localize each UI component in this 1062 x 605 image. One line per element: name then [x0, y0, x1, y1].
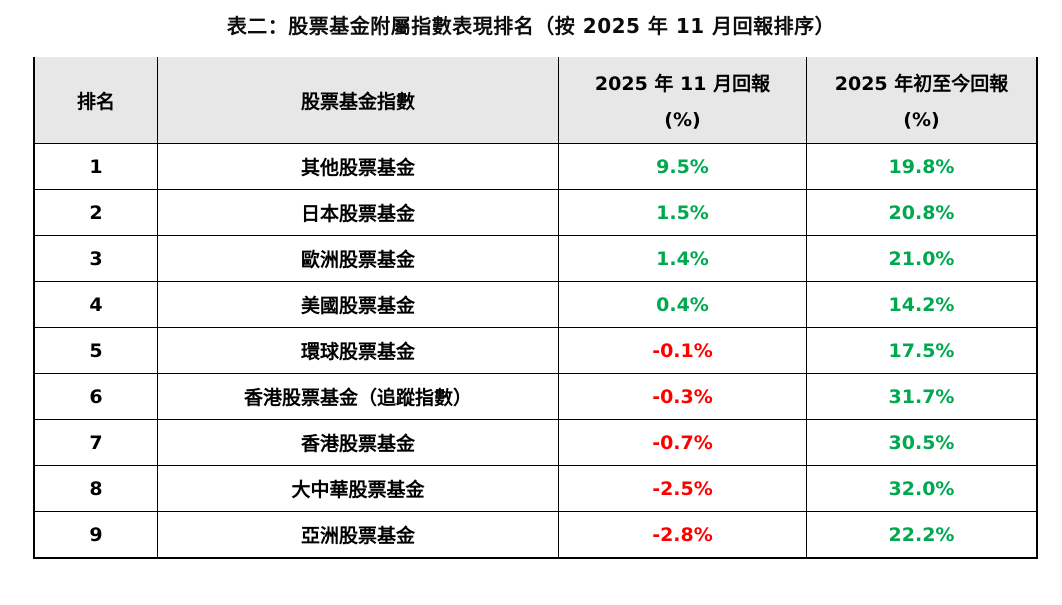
page-title: 表二：股票基金附屬指數表現排名（按 2025 年 11 月回報排序）: [226, 14, 836, 38]
header-ytd-return-line2: (%): [903, 108, 940, 131]
header-ytd-return: 2025 年初至今回報 (%): [806, 57, 1038, 144]
table-row: 9 亞洲股票基金 -2.8% 22.2%: [33, 511, 1038, 559]
header-ytd-return-line1: 2025 年初至今回報: [834, 73, 1009, 96]
rank-cell: 1: [33, 143, 158, 190]
nov-return-cell: -0.7%: [558, 419, 807, 466]
table-row: 2 日本股票基金 1.5% 20.8%: [33, 189, 1038, 236]
nov-return-cell: -2.5%: [558, 465, 807, 512]
header-nov-return: 2025 年 11 月回報 (%): [558, 57, 807, 144]
fund-name-cell: 香港股票基金: [157, 419, 559, 466]
fund-name-cell: 日本股票基金: [157, 189, 559, 236]
ytd-return-cell: 22.2%: [806, 511, 1038, 559]
ytd-return-cell: 21.0%: [806, 235, 1038, 282]
nov-return-cell: -2.8%: [558, 511, 807, 559]
table-header: 排名 股票基金指數 2025 年 11 月回報 (%) 2025 年初至今回報 …: [33, 57, 1038, 144]
table-row: 5 環球股票基金 -0.1% 17.5%: [33, 327, 1038, 374]
header-fund-index: 股票基金指數: [157, 57, 559, 144]
rank-cell: 5: [33, 327, 158, 374]
table-row: 3 歐洲股票基金 1.4% 21.0%: [33, 235, 1038, 282]
fund-index-ranking-table: 排名 股票基金指數 2025 年 11 月回報 (%) 2025 年初至今回報 …: [33, 57, 1038, 559]
fund-name-cell: 大中華股票基金: [157, 465, 559, 512]
rank-cell: 8: [33, 465, 158, 512]
table-row: 7 香港股票基金 -0.7% 30.5%: [33, 419, 1038, 466]
nov-return-cell: 1.4%: [558, 235, 807, 282]
fund-name-cell: 亞洲股票基金: [157, 511, 559, 559]
fund-name-cell: 香港股票基金（追蹤指數）: [157, 373, 559, 420]
rank-cell: 7: [33, 419, 158, 466]
ytd-return-cell: 30.5%: [806, 419, 1038, 466]
header-nov-return-line1: 2025 年 11 月回報: [594, 73, 771, 96]
rank-cell: 3: [33, 235, 158, 282]
ytd-return-cell: 31.7%: [806, 373, 1038, 420]
rank-cell: 6: [33, 373, 158, 420]
table-row: 1 其他股票基金 9.5% 19.8%: [33, 143, 1038, 190]
header-ytd-return-lines: 2025 年初至今回報 (%): [807, 57, 1036, 143]
ytd-return-cell: 19.8%: [806, 143, 1038, 190]
ytd-return-cell: 14.2%: [806, 281, 1038, 328]
nov-return-cell: -0.1%: [558, 327, 807, 374]
rank-cell: 2: [33, 189, 158, 236]
nov-return-cell: 0.4%: [558, 281, 807, 328]
ytd-return-cell: 17.5%: [806, 327, 1038, 374]
fund-name-cell: 歐洲股票基金: [157, 235, 559, 282]
table-body: 1 其他股票基金 9.5% 19.8% 2 日本股票基金 1.5% 20.8% …: [33, 143, 1038, 559]
header-nov-return-line2: (%): [664, 108, 701, 131]
header-row: 排名 股票基金指數 2025 年 11 月回報 (%) 2025 年初至今回報 …: [33, 57, 1038, 144]
nov-return-cell: 1.5%: [558, 189, 807, 236]
nov-return-cell: -0.3%: [558, 373, 807, 420]
header-nov-return-lines: 2025 年 11 月回報 (%): [559, 57, 806, 143]
rank-cell: 9: [33, 511, 158, 559]
table-row: 6 香港股票基金（追蹤指數） -0.3% 31.7%: [33, 373, 1038, 420]
ytd-return-cell: 32.0%: [806, 465, 1038, 512]
fund-name-cell: 環球股票基金: [157, 327, 559, 374]
nov-return-cell: 9.5%: [558, 143, 807, 190]
fund-name-cell: 美國股票基金: [157, 281, 559, 328]
table-row: 8 大中華股票基金 -2.5% 32.0%: [33, 465, 1038, 512]
rank-cell: 4: [33, 281, 158, 328]
header-rank: 排名: [33, 57, 158, 144]
ytd-return-cell: 20.8%: [806, 189, 1038, 236]
table-row: 4 美國股票基金 0.4% 14.2%: [33, 281, 1038, 328]
fund-name-cell: 其他股票基金: [157, 143, 559, 190]
